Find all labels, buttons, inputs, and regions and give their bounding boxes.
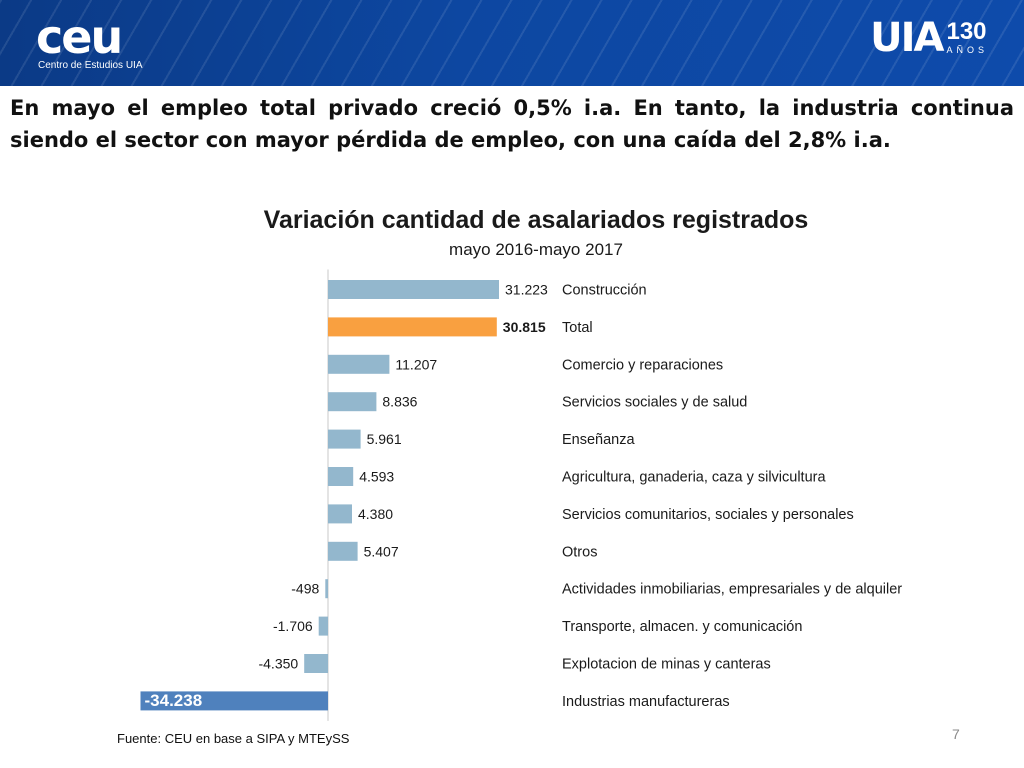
bar-explotacion-de-minas-y-canteras	[304, 654, 328, 673]
category-label-servicios-sociales-y-de-salud: Servicios sociales y de salud	[562, 395, 747, 411]
data-label-servicios-sociales-y-de-salud: 8.836	[382, 394, 417, 410]
uia-anniversary-number: 130	[946, 18, 987, 45]
data-label-actividades-inmobiliarias-empresariales-y-de-alquiler: -498	[291, 581, 319, 597]
ceu-logo-mark: ceu	[36, 10, 123, 64]
uia-130-logo: UIA 130 AÑOS	[870, 18, 988, 58]
bar-actividades-inmobiliarias-empresariales-y-de-alquiler	[325, 579, 328, 599]
bar-construccion	[328, 280, 499, 299]
data-label-explotacion-de-minas-y-canteras: -4.350	[258, 656, 298, 672]
bar-agricultura-ganaderia-caza-y-silvicultura	[328, 467, 354, 486]
chart-subtitle: mayo 2016-mayo 2017	[449, 240, 623, 259]
data-label-industrias-manufactureras: -34.238	[145, 691, 203, 710]
bar-industrias-manufactureras	[140, 691, 328, 711]
header-banner: ceu Centro de Estudios UIA UIA 130 AÑOS	[0, 0, 1024, 86]
bar-transporte-almacen-y-comunicacion	[318, 616, 328, 636]
data-label-agricultura-ganaderia-caza-y-silvicultura: 4.593	[359, 469, 394, 485]
category-label-ensenanza: Enseñanza	[562, 432, 635, 448]
data-label-otros: 5.407	[364, 543, 399, 559]
data-label-transporte-almacen-y-comunicacion: -1.706	[273, 618, 313, 634]
data-label-total: 30.815	[503, 319, 546, 335]
bar-ensenanza	[328, 429, 361, 449]
category-label-agricultura-ganaderia-caza-y-silvicultura: Agricultura, ganaderia, caza y silvicult…	[562, 470, 826, 486]
bar-total	[328, 317, 497, 337]
ceu-logo-subtitle: Centro de Estudios UIA	[38, 60, 143, 71]
source-note: Fuente: CEU en base a SIPA y MTEySS	[117, 731, 350, 746]
data-label-ensenanza: 5.961	[367, 431, 402, 447]
bar-servicios-comunitarios-sociales-y-personales	[328, 504, 352, 524]
page-number: 7	[952, 726, 960, 742]
bar-servicios-sociales-y-de-salud	[328, 392, 377, 412]
bar-otros	[328, 541, 358, 561]
data-label-servicios-comunitarios-sociales-y-personales: 4.380	[358, 506, 393, 522]
bar-comercio-y-reparaciones	[328, 354, 390, 374]
uia-anniversary: 130 AÑOS	[946, 20, 988, 56]
uia-logo-mark: UIA	[870, 15, 944, 61]
chart-bars: 31.223 Construcción 30.815 Total 11.207 Comer…	[140, 280, 902, 711]
category-label-comercio-y-reparaciones: Comercio y reparaciones	[562, 357, 723, 373]
category-label-servicios-comunitarios-sociales-y-personales: Servicios comunitarios, sociales y perso…	[562, 507, 854, 523]
category-label-total: Total	[562, 320, 593, 336]
category-label-explotacion-de-minas-y-canteras: Explotacion de minas y canteras	[562, 657, 771, 673]
category-label-otros: Otros	[562, 544, 597, 560]
category-label-transporte-almacen-y-comunicacion: Transporte, almacen. y comunicación	[562, 619, 802, 635]
ceu-logo: ceu Centro de Estudios UIA	[36, 14, 143, 72]
category-label-actividades-inmobiliarias-empresariales-y-de-alquiler: Actividades inmobiliarias, empresariales…	[562, 582, 902, 598]
data-label-comercio-y-reparaciones: 11.207	[395, 356, 437, 372]
category-label-industrias-manufactureras: Industrias manufactureras	[562, 694, 730, 710]
data-label-construccion: 31.223	[505, 282, 548, 298]
uia-anniversary-label: AÑOS	[946, 45, 988, 55]
category-label-construccion: Construcción	[562, 283, 647, 299]
slide-headline: En mayo el empleo total privado creció 0…	[10, 96, 1014, 152]
chart-title: Variación cantidad de asalariados regist…	[263, 206, 809, 234]
